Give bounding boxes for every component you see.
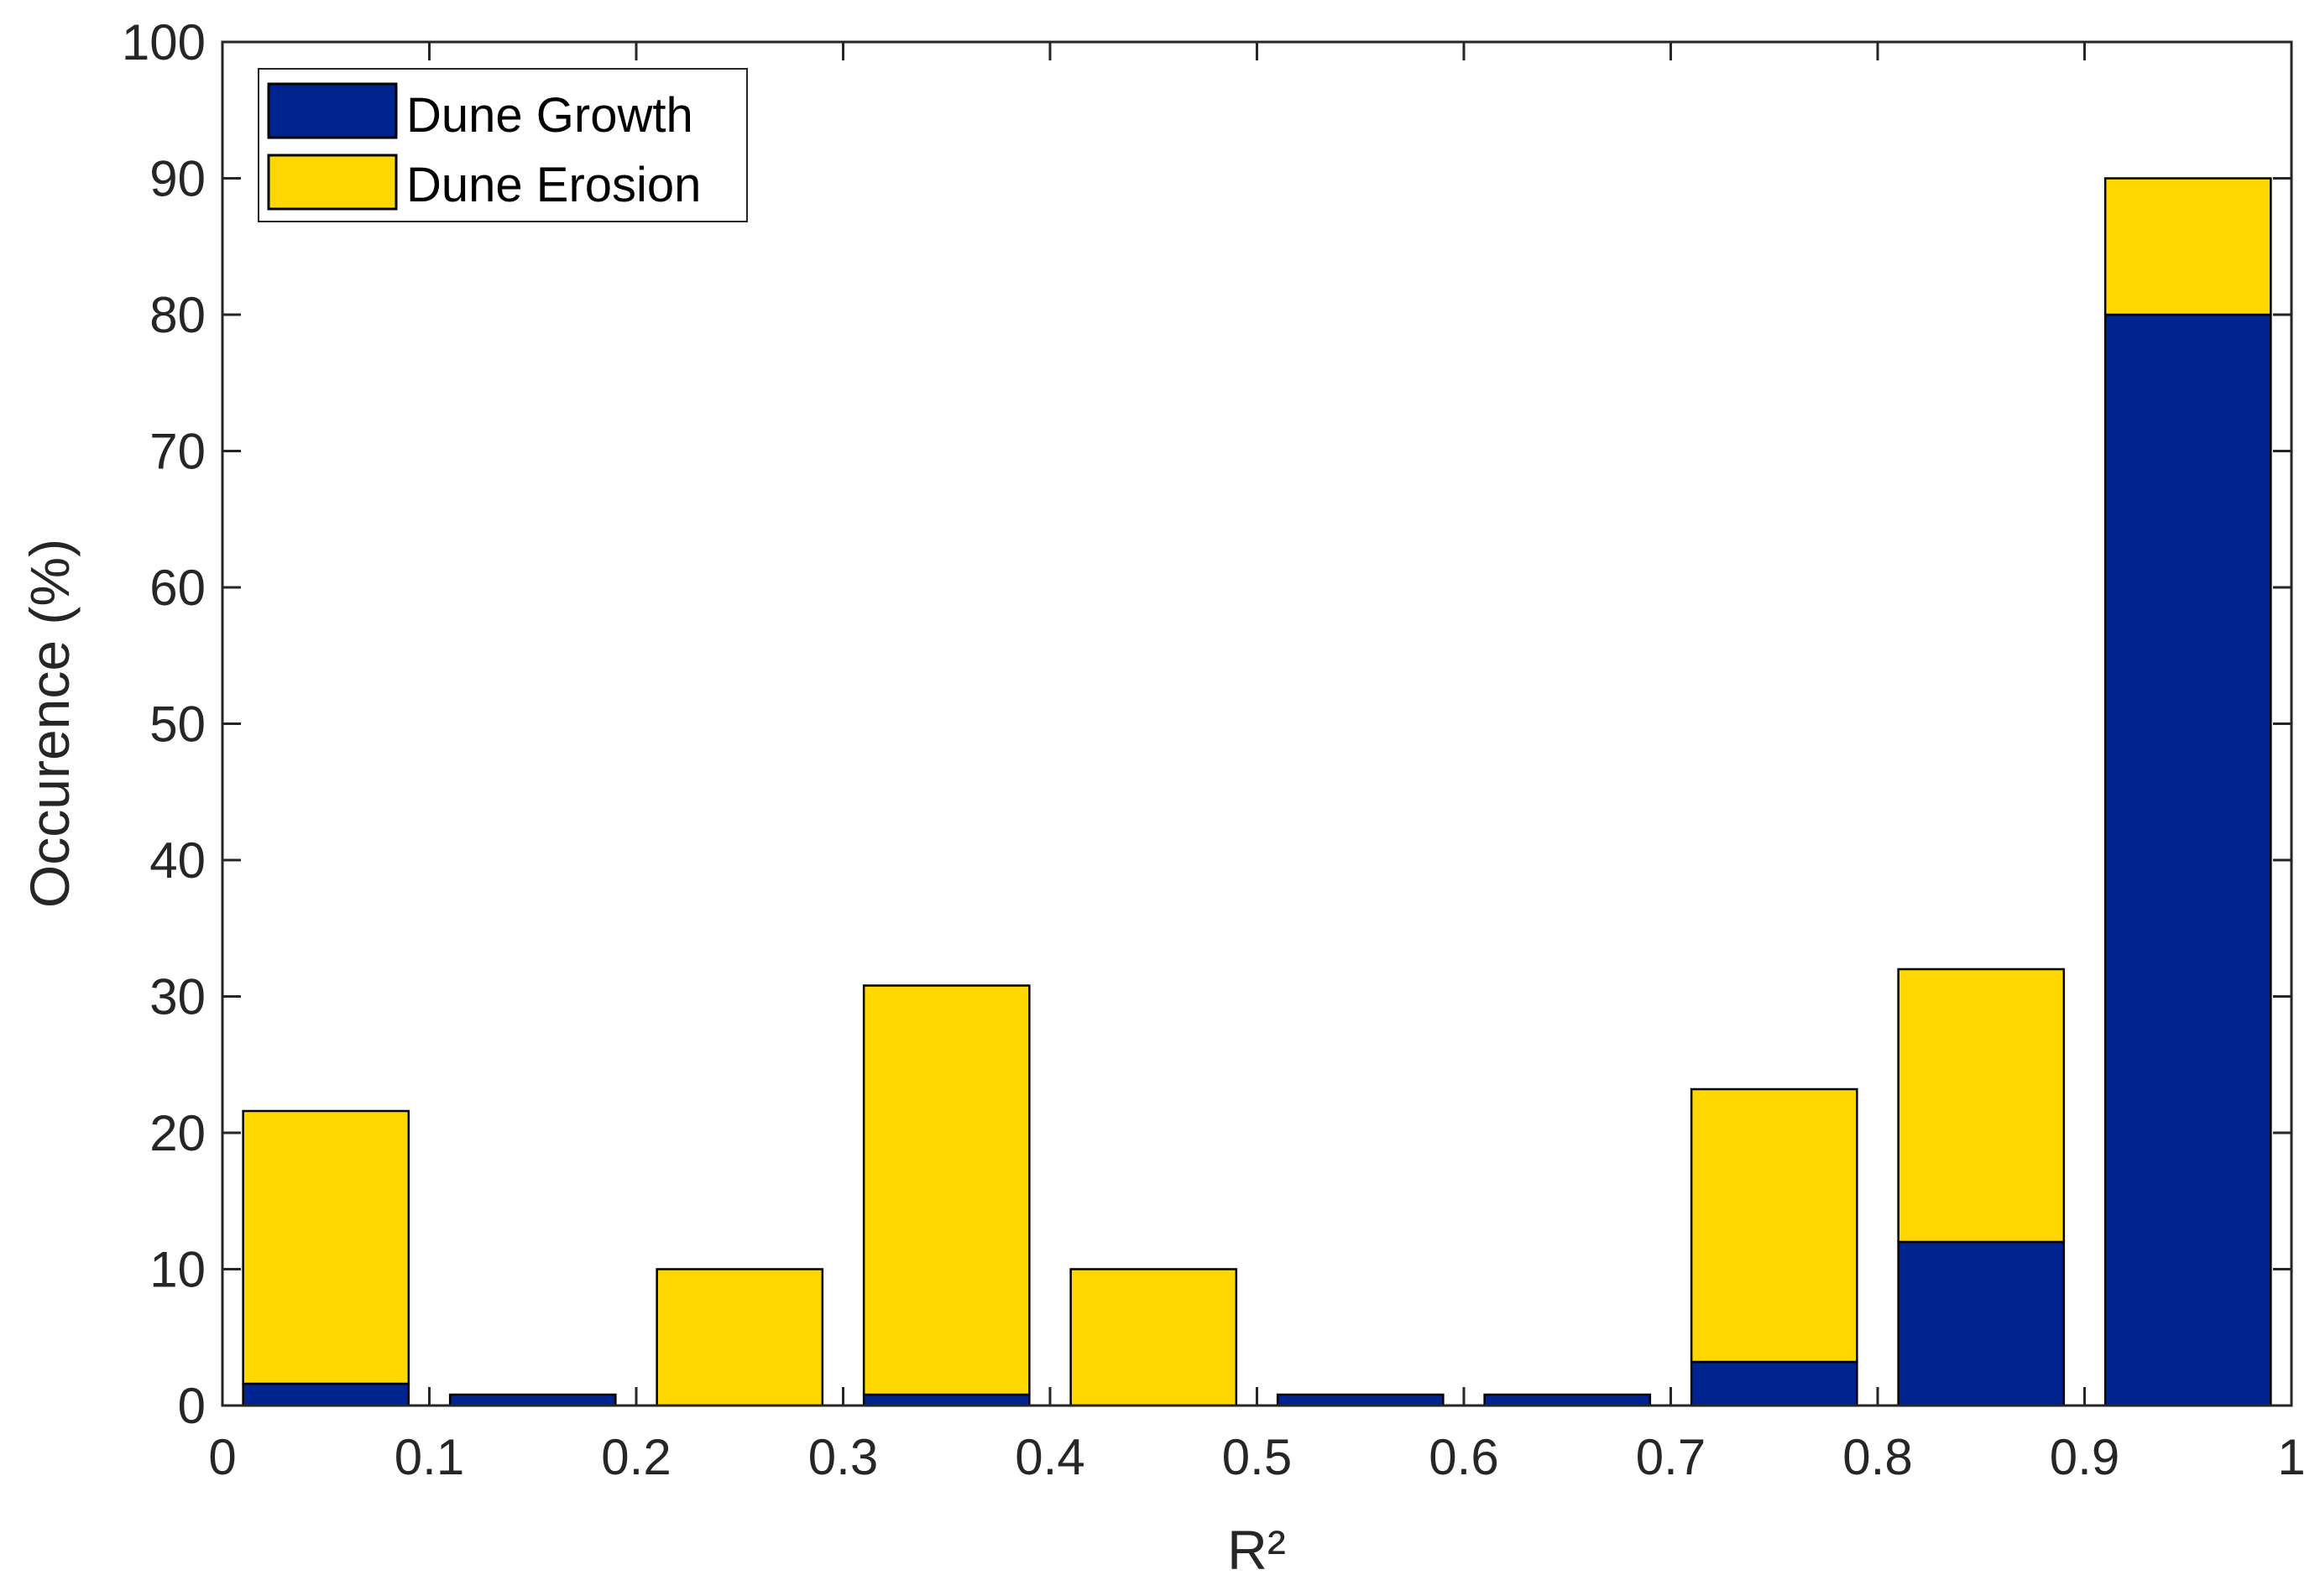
bar-dune-growth-7 bbox=[1690, 1360, 1858, 1407]
x-tick-label-0: 0 bbox=[208, 1429, 236, 1485]
y-tick-label-8: 80 bbox=[149, 287, 206, 343]
bar-dune-growth-9 bbox=[2103, 313, 2272, 1407]
bar-dune-erosion-8 bbox=[1897, 968, 2066, 1244]
x-axis-label: R² bbox=[1227, 1519, 1286, 1581]
bar-dune-growth-0 bbox=[242, 1382, 410, 1407]
y-axis-label: Occurence (%) bbox=[18, 539, 81, 908]
y-tick-label-3: 30 bbox=[149, 969, 206, 1025]
bars-layer bbox=[242, 177, 2272, 1407]
x-tick-label-9: 0.9 bbox=[2050, 1429, 2119, 1485]
bar-dune-growth-6 bbox=[1483, 1393, 1652, 1407]
bar-dune-erosion-0 bbox=[242, 1109, 410, 1385]
bar-dune-erosion-9 bbox=[2103, 177, 2272, 316]
bar-dune-erosion-4 bbox=[1069, 1268, 1238, 1407]
legend-label-dune-erosion: Dune Erosion bbox=[406, 158, 701, 212]
y-tick-label-0: 0 bbox=[178, 1378, 206, 1434]
x-tick-label-3: 0.3 bbox=[808, 1429, 878, 1485]
y-tick-label-6: 60 bbox=[149, 560, 206, 616]
tick-labels: 0 0.1 0.2 0.3 0.4 0.5 0.6 0.7 0.8 0.9 101020304050… bbox=[122, 14, 2306, 1485]
bar-dune-erosion-3 bbox=[862, 984, 1031, 1396]
legend-swatch-dune-growth bbox=[267, 82, 398, 139]
y-tick-label-2: 20 bbox=[149, 1105, 206, 1161]
x-tick-label-7: 0.7 bbox=[1636, 1429, 1706, 1485]
bar-dune-growth-5 bbox=[1276, 1393, 1445, 1407]
x-tick-label-5: 0.5 bbox=[1222, 1429, 1292, 1485]
x-tick-label-2: 0.2 bbox=[601, 1429, 671, 1485]
x-tick-label-8: 0.8 bbox=[1842, 1429, 1912, 1485]
legend-label-dune-growth: Dune Growth bbox=[406, 88, 693, 143]
legend-swatch-dune-erosion bbox=[267, 154, 398, 211]
y-tick-label-9: 90 bbox=[149, 151, 206, 207]
y-tick-label-10: 100 bbox=[122, 14, 206, 70]
x-tick-label-4: 0.4 bbox=[1015, 1429, 1084, 1485]
bar-dune-erosion-2 bbox=[656, 1268, 824, 1407]
x-tick-label-1: 0.1 bbox=[395, 1429, 464, 1485]
y-tick-label-4: 40 bbox=[149, 832, 206, 889]
legend: Dune Growth Dune Erosion bbox=[258, 68, 748, 222]
y-tick-label-7: 70 bbox=[149, 424, 206, 480]
bar-dune-growth-3 bbox=[862, 1393, 1031, 1407]
bar-dune-erosion-7 bbox=[1690, 1087, 1858, 1364]
bar-dune-growth-8 bbox=[1897, 1240, 2066, 1407]
axis-ticks bbox=[221, 40, 2293, 1407]
y-tick-label-5: 50 bbox=[149, 696, 206, 753]
y-tick-label-1: 10 bbox=[149, 1242, 206, 1298]
x-tick-label-6: 0.6 bbox=[1429, 1429, 1498, 1485]
bar-dune-growth-1 bbox=[448, 1393, 617, 1407]
x-tick-label-10: 1 bbox=[2277, 1429, 2305, 1485]
